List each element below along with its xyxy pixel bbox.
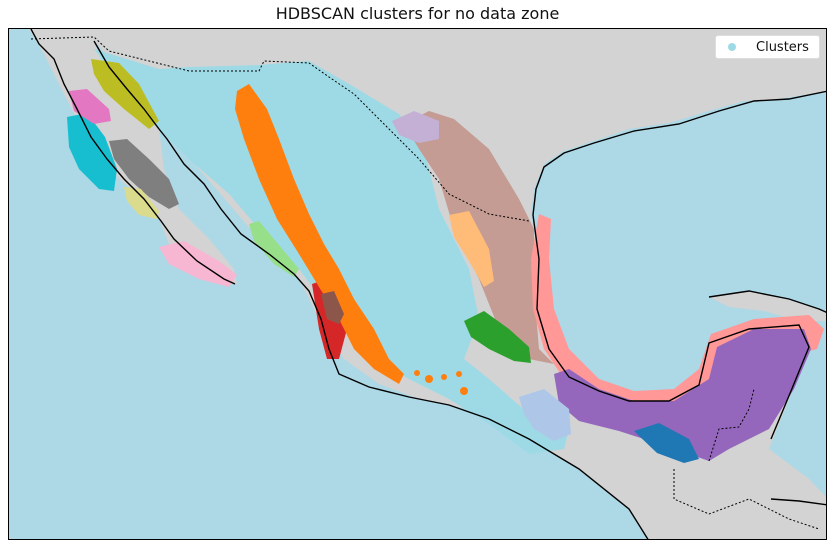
cluster-region <box>554 329 811 461</box>
cluster-layer <box>67 49 824 463</box>
us-mexico-border <box>30 36 530 222</box>
legend: Clusters <box>715 35 820 59</box>
pacific-coastline <box>30 29 236 285</box>
cluster-region <box>67 113 117 191</box>
cluster-region <box>392 111 439 143</box>
gulf-of-california-coastline <box>93 40 649 539</box>
map-canvas <box>9 29 826 539</box>
legend-label: Clusters <box>756 39 809 55</box>
cluster-region <box>519 389 571 441</box>
cluster-region <box>449 211 494 287</box>
cuba-land <box>709 291 826 321</box>
honduras-coastline <box>770 498 826 506</box>
cluster-region <box>69 89 111 124</box>
cluster-region <box>634 423 699 463</box>
cluster-dot <box>425 375 433 383</box>
cluster-region <box>235 84 404 384</box>
cluster-dot <box>456 371 462 377</box>
cluster-region <box>109 139 179 209</box>
belize-honduras-border <box>673 469 820 530</box>
coastlines <box>30 29 826 539</box>
cluster-region <box>91 59 159 129</box>
cluster-dot <box>441 374 447 380</box>
chart-title: HDBSCAN clusters for no data zone <box>275 4 560 23</box>
cluster-region <box>124 187 159 219</box>
guatemala-border <box>708 388 755 462</box>
map-frame <box>8 28 827 540</box>
cluster-region <box>464 311 531 363</box>
cluster-region <box>249 221 299 277</box>
cluster-region <box>94 49 569 454</box>
gulf-of-mexico-coastline <box>532 90 826 440</box>
borders <box>30 36 820 530</box>
cluster-dot <box>460 387 468 395</box>
cluster-dot <box>414 370 420 376</box>
cluster-region <box>321 291 344 324</box>
cuba-coastline <box>708 290 826 313</box>
legend-marker <box>728 43 736 51</box>
